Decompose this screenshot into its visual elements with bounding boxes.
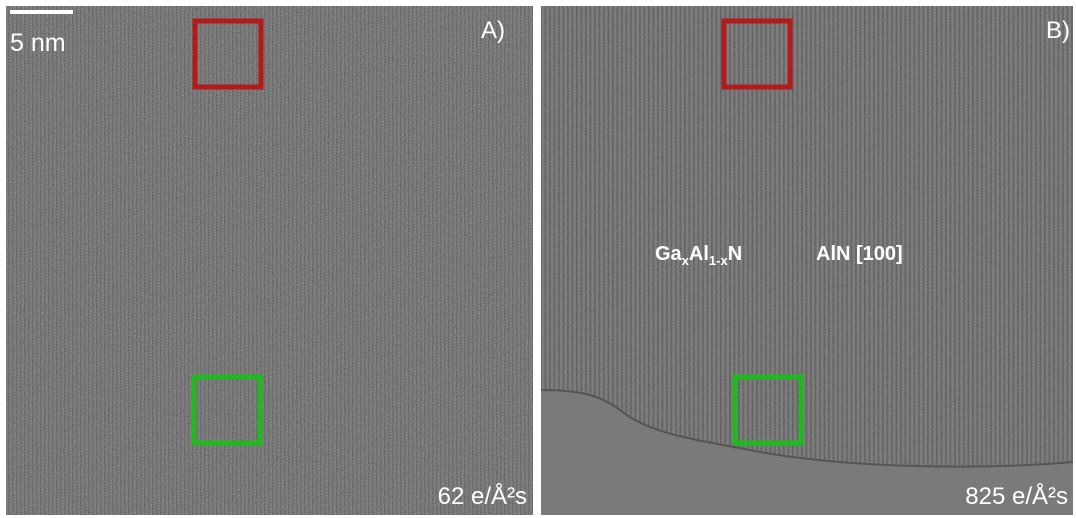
dose-label: 825 e/Å²s — [965, 482, 1068, 510]
formula-part: Ga — [655, 243, 683, 265]
formula-part: N — [728, 243, 742, 265]
layer-annotation: GaxAl1-xN — [655, 243, 742, 268]
figure: 5 nm A) B) 62 e/Å²s 825 e/Å²s GaxAl1-xN … — [0, 0, 1076, 518]
substrate-annotation: AlN [100] — [816, 243, 903, 265]
panel-label: B) — [1046, 17, 1070, 44]
panel-a — [6, 6, 533, 515]
panel-label: A) — [481, 17, 505, 44]
dose-label: 62 e/Å²s — [438, 482, 527, 510]
scale-bar-label: 5 nm — [10, 29, 66, 57]
panel-b — [541, 6, 1073, 515]
formula-part: Al — [689, 243, 709, 265]
subscript: 1-x — [709, 253, 729, 268]
